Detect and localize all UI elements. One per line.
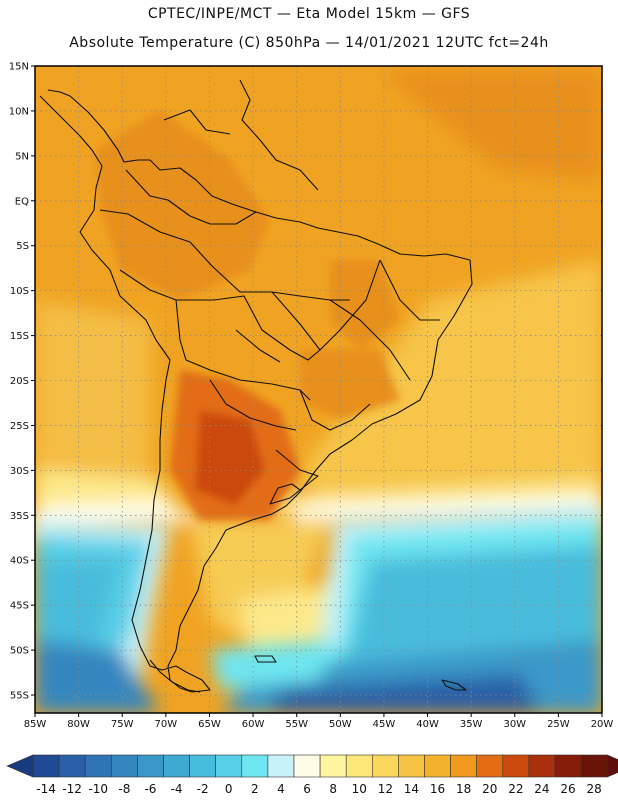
colorbar-label: 16 (430, 782, 445, 796)
longitude-label: 55W (285, 719, 308, 730)
colorbar-cell (580, 754, 608, 778)
temperature-map: 15N 10N 5N EQ 5S 10S 15S 20S 25S 30S 35S 40S 45S 50S 5… (9, 62, 614, 731)
latitude-label: 10S (10, 286, 29, 297)
colorbar-cell (84, 754, 112, 778)
longitude-label: 80W (67, 719, 90, 730)
latitude-label: 20S (10, 376, 29, 387)
temperature-field (35, 66, 602, 713)
colorbar-label: 26 (560, 782, 575, 796)
longitude-label: 25W (547, 719, 570, 730)
colorbar-cell (502, 754, 530, 778)
longitude-labels: 85W 80W 75W 70W 65W 60W 55W 50W 45W 40W 35W 30W 25W 2… (24, 713, 614, 730)
colorbar-label: -2 (197, 782, 209, 796)
longitude-label: 70W (155, 719, 178, 730)
colorbar-cell (476, 754, 504, 778)
colorbar-label: 28 (587, 782, 602, 796)
colorbar-label: 20 (482, 782, 497, 796)
colorbar-label: 2 (251, 782, 259, 796)
latitude-label: 50S (10, 646, 29, 657)
colorbar-label: 0 (225, 782, 233, 796)
colorbar-label: 10 (352, 782, 367, 796)
latitude-label: 55S (10, 691, 29, 702)
colorbar-label: 4 (277, 782, 285, 796)
colorbar-label: -8 (118, 782, 130, 796)
colorbar-high-extend (606, 754, 618, 778)
colorbar-cell (32, 754, 60, 778)
latitude-label: 15S (10, 331, 29, 342)
latitude-label: 15N (9, 62, 29, 73)
colorbar-cell (345, 754, 373, 778)
longitude-label: 40W (416, 719, 439, 730)
colorbar-label: -6 (144, 782, 156, 796)
colorbar-cell (163, 754, 190, 778)
latitude-label: EQ (15, 196, 29, 207)
colorbar-cell (111, 754, 138, 778)
longitude-label: 20W (591, 719, 614, 730)
colorbar-cell (241, 754, 269, 778)
colorbar-cell (319, 754, 347, 778)
latitude-label: 10N (9, 106, 29, 117)
latitude-label: 5N (15, 151, 29, 162)
colorbar-label: 6 (303, 782, 311, 796)
colorbar-cell (554, 754, 582, 778)
colorbar-label: 12 (378, 782, 393, 796)
colorbar-label: -10 (88, 782, 108, 796)
colorbar-cell (371, 754, 399, 778)
longitude-label: 45W (373, 719, 396, 730)
colorbar-label: 24 (534, 782, 549, 796)
colorbar: -14 -12 -10 -8 -6 -4 -2 0 2 4 6 8 10 12 14 16 18 20 22 24 26… (6, 754, 618, 796)
longitude-label: 35W (460, 719, 483, 730)
colorbar-label: 14 (404, 782, 419, 796)
latitude-label: 35S (10, 511, 29, 522)
colorbar-label: -12 (62, 782, 82, 796)
colorbar-cell (215, 754, 243, 778)
colorbar-cell (189, 754, 217, 778)
colorbar-cell (424, 754, 451, 778)
latitude-label: 5S (16, 241, 29, 252)
longitude-label: 60W (242, 719, 265, 730)
colorbar-cell (137, 754, 164, 778)
colorbar-label: 22 (508, 782, 523, 796)
latitude-label: 25S (10, 421, 29, 432)
colorbar-label: 8 (329, 782, 337, 796)
colorbar-cell (293, 754, 321, 778)
colorbar-cell (528, 754, 556, 778)
latitude-label: 30S (10, 466, 29, 477)
longitude-label: 65W (198, 719, 221, 730)
latitude-label: 40S (10, 556, 29, 567)
colorbar-label: -14 (36, 782, 56, 796)
colorbar-cell (267, 754, 295, 778)
coastline (39, 79, 473, 693)
longitude-label: 30W (503, 719, 526, 730)
longitude-label: 75W (111, 719, 134, 730)
colorbar-low-extend (6, 754, 34, 778)
colorbar-cell (58, 754, 86, 778)
colorbar-cell (450, 754, 478, 778)
longitude-label: 85W (24, 719, 47, 730)
longitude-label: 50W (329, 719, 352, 730)
colorbar-cell (398, 754, 425, 778)
latitude-labels: 15N 10N 5N EQ 5S 10S 15S 20S 25S 30S 35S 40S 45S 50S 5… (9, 62, 35, 702)
map-frame (34, 65, 603, 714)
latitude-label: 45S (10, 601, 29, 612)
title-line-1: CPTEC/INPE/MCT — Eta Model 15km — GFS (147, 6, 471, 22)
colorbar-label: -4 (171, 782, 183, 796)
title-line-2: Absolute Temperature (C) 850hPa — 14/01/… (69, 35, 549, 51)
colorbar-label: 18 (456, 782, 471, 796)
